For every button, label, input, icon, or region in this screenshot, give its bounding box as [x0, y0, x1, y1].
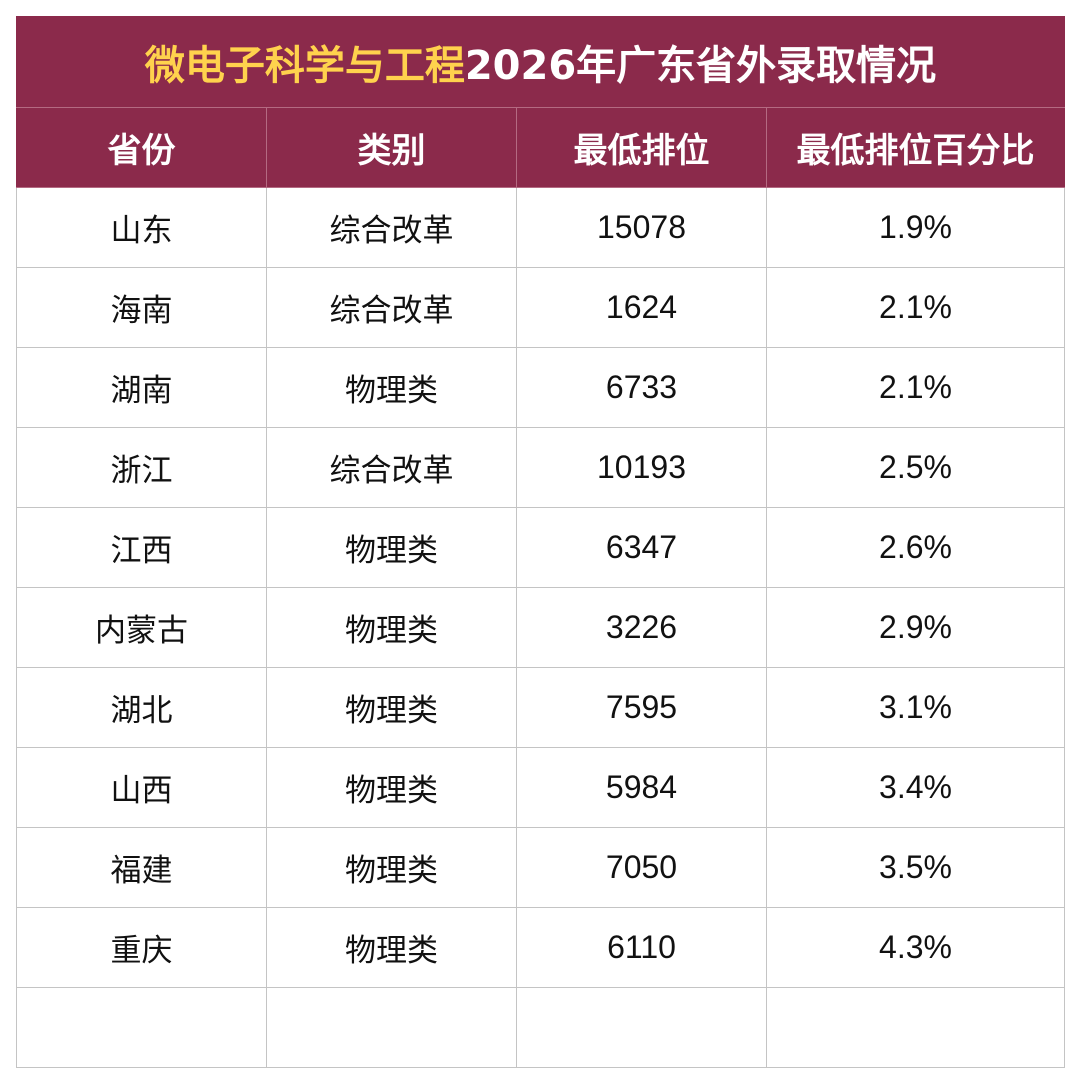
cell-min-rank: 5984 [516, 747, 767, 828]
table-title: 微电子科学与工程2026年广东省外录取情况 [15, 16, 1066, 108]
cell-province: 湖北 [16, 667, 267, 748]
cell-category: 物理类 [266, 907, 517, 988]
table-row: 重庆 物理类 6110 4.3% [16, 907, 1066, 988]
table-row: 海南 综合改革 1624 2.1% [16, 267, 1066, 348]
cell-min-rank: 10193 [516, 427, 767, 508]
cell-province: 重庆 [16, 907, 267, 988]
cell-min-rank: 6110 [516, 907, 767, 988]
admission-table: 微电子科学与工程2026年广东省外录取情况 省份 类别 最低排位 最低排位百分比… [15, 16, 1066, 1068]
cell-min-rank-percent: 1.9% [765, 187, 1066, 268]
cell-min-rank-percent: 4.3% [765, 907, 1066, 988]
cell-empty [16, 987, 267, 1068]
cell-empty [516, 987, 767, 1068]
cell-category: 物理类 [266, 507, 517, 588]
cell-category: 物理类 [266, 347, 517, 428]
cell-empty [765, 987, 1066, 1068]
header-min-rank: 最低排位 [516, 107, 767, 188]
cell-min-rank: 1624 [516, 267, 767, 348]
table-row: 浙江 综合改革 10193 2.5% [16, 427, 1066, 508]
cell-min-rank: 6347 [516, 507, 767, 588]
cell-province: 山东 [16, 187, 267, 268]
cell-category: 综合改革 [266, 267, 517, 348]
cell-province: 山西 [16, 747, 267, 828]
cell-min-rank: 7050 [516, 827, 767, 908]
cell-province: 湖南 [16, 347, 267, 428]
cell-min-rank: 3226 [516, 587, 767, 668]
table-title-row: 微电子科学与工程2026年广东省外录取情况 [15, 16, 1066, 108]
cell-min-rank: 15078 [516, 187, 767, 268]
cell-min-rank-percent: 2.5% [765, 427, 1066, 508]
cell-min-rank-percent: 2.6% [765, 507, 1066, 588]
admission-table-container: 微电子科学与工程2026年广东省外录取情况 省份 类别 最低排位 最低排位百分比… [15, 16, 1066, 1068]
cell-min-rank-percent: 3.5% [765, 827, 1066, 908]
table-row: 湖南 物理类 6733 2.1% [16, 347, 1066, 428]
cell-province: 海南 [16, 267, 267, 348]
table-header-row: 省份 类别 最低排位 最低排位百分比 [16, 107, 1066, 188]
cell-min-rank-percent: 2.1% [765, 347, 1066, 428]
table-row: 江西 物理类 6347 2.6% [16, 507, 1066, 588]
table-row: 内蒙古 物理类 3226 2.9% [16, 587, 1066, 668]
cell-category: 综合改革 [266, 187, 517, 268]
cell-category: 物理类 [266, 587, 517, 668]
table-title-rest: 2026年广东省外录取情况 [464, 43, 937, 89]
cell-min-rank-percent: 2.1% [765, 267, 1066, 348]
cell-province: 内蒙古 [16, 587, 267, 668]
header-category: 类别 [266, 107, 517, 188]
cell-category: 物理类 [266, 667, 517, 748]
cell-category: 综合改革 [266, 427, 517, 508]
header-province: 省份 [16, 107, 267, 188]
cell-min-rank: 6733 [516, 347, 767, 428]
table-row: 湖北 物理类 7595 3.1% [16, 667, 1066, 748]
cell-category: 物理类 [266, 747, 517, 828]
cell-min-rank-percent: 2.9% [765, 587, 1066, 668]
cell-min-rank-percent: 3.4% [765, 747, 1066, 828]
cell-province: 福建 [16, 827, 267, 908]
cell-category: 物理类 [266, 827, 517, 908]
table-row: 山东 综合改革 15078 1.9% [16, 187, 1066, 268]
cell-province: 浙江 [16, 427, 267, 508]
cell-empty [266, 987, 517, 1068]
table-row: 山西 物理类 5984 3.4% [16, 747, 1066, 828]
header-min-rank-percent: 最低排位百分比 [765, 107, 1066, 188]
cell-min-rank: 7595 [516, 667, 767, 748]
cell-min-rank-percent: 3.1% [765, 667, 1066, 748]
cell-province: 江西 [16, 507, 267, 588]
table-title-highlight: 微电子科学与工程 [144, 43, 465, 89]
table-row [16, 987, 1066, 1068]
table-row: 福建 物理类 7050 3.5% [16, 827, 1066, 908]
